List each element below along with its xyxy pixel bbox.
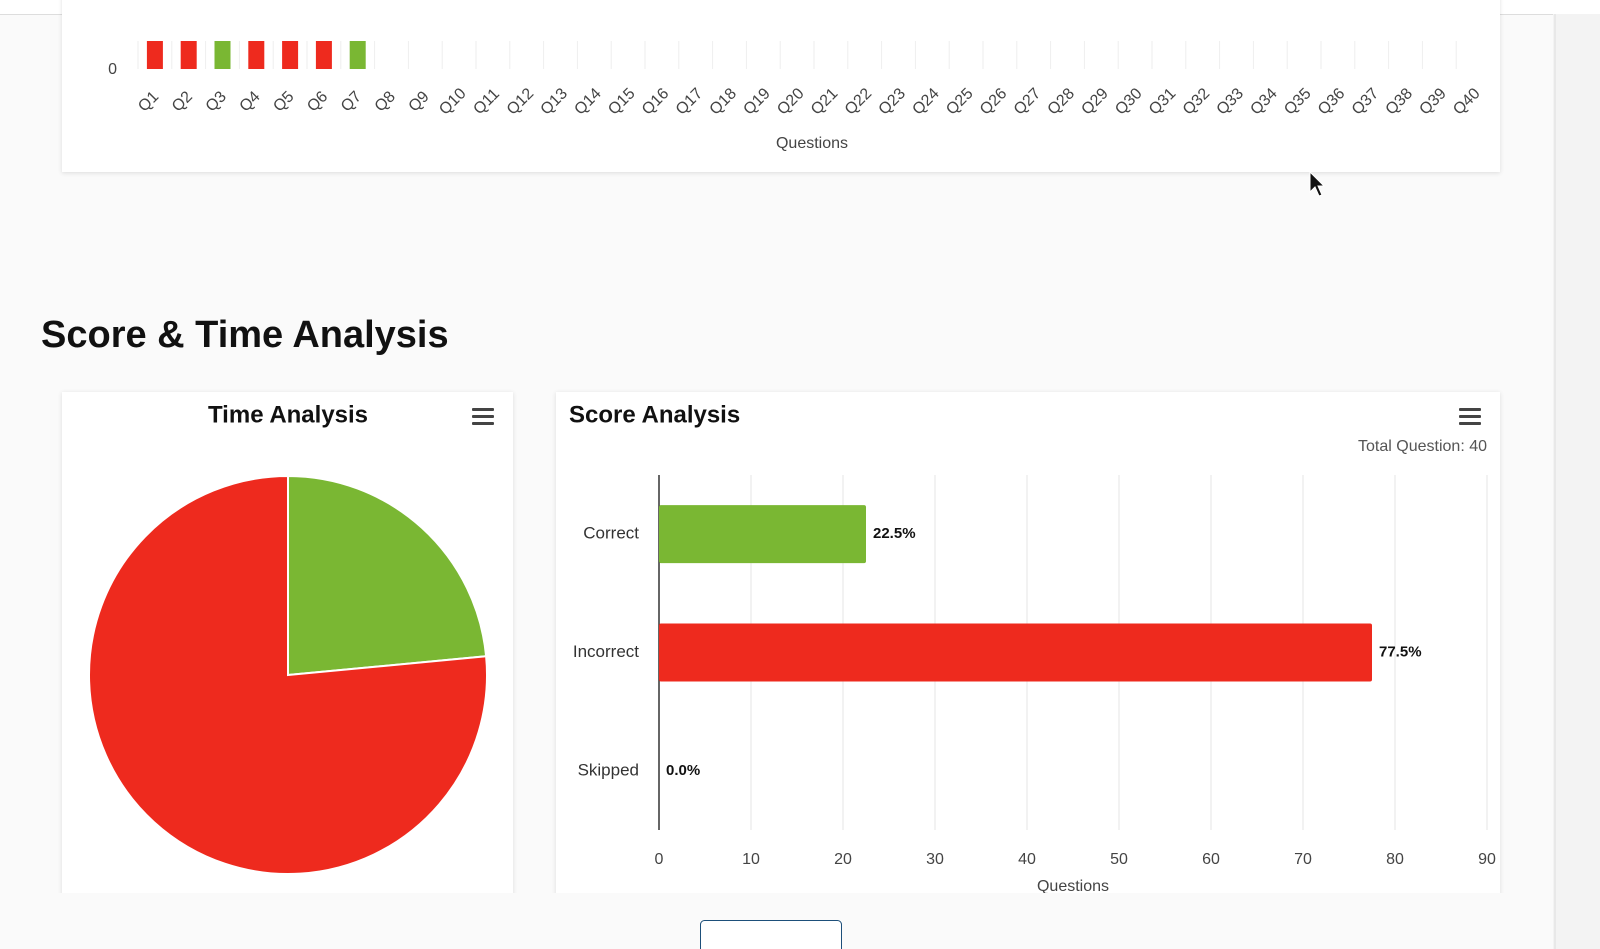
x-tick-label: 20: [834, 851, 852, 868]
button[interactable]: [700, 920, 842, 949]
category-label: Incorrect: [573, 642, 639, 661]
category-label: Correct: [583, 524, 639, 543]
menu-icon[interactable]: [1459, 408, 1481, 425]
bar: [248, 41, 265, 69]
menu-icon[interactable]: [472, 408, 494, 425]
x-axis-label: Questions: [776, 135, 848, 152]
bar: [146, 41, 163, 69]
question-chart-panel: [62, 0, 1500, 172]
value-label: 0.0%: [666, 762, 700, 779]
scrollbar[interactable]: [1553, 14, 1600, 949]
chart-title: Score Analysis: [569, 401, 740, 428]
chart-subtitle: Total Question: 40: [1358, 438, 1487, 455]
bar: [659, 623, 1372, 682]
bar: [214, 41, 231, 69]
bar: [315, 41, 332, 69]
x-tick-label: 60: [1202, 851, 1220, 868]
x-tick-label: 10: [742, 851, 760, 868]
value-label: 22.5%: [873, 525, 916, 542]
x-tick-label: 70: [1294, 851, 1312, 868]
bar: [180, 41, 197, 69]
chart-title: Time Analysis: [208, 401, 368, 428]
pie-slice: [287, 474, 488, 677]
x-tick-label: 90: [1478, 851, 1496, 868]
bar: [282, 41, 299, 69]
cursor: [1309, 170, 1326, 197]
section-heading: Score & Time Analysis: [41, 314, 449, 356]
x-tick-label: 0: [655, 851, 664, 868]
value-label: 77.5%: [1379, 643, 1422, 660]
x-tick-label: 40: [1018, 851, 1036, 868]
x-tick-label: 30: [926, 851, 944, 868]
pie-slice: [88, 474, 488, 875]
category-label: Skipped: [578, 760, 639, 779]
x-tick-label: 80: [1386, 851, 1404, 868]
bar: [349, 41, 366, 69]
x-tick-label: 50: [1110, 851, 1128, 868]
x-axis-label: Questions: [1037, 878, 1109, 895]
y-tick-label: 0: [108, 61, 117, 78]
bar: [659, 505, 866, 564]
